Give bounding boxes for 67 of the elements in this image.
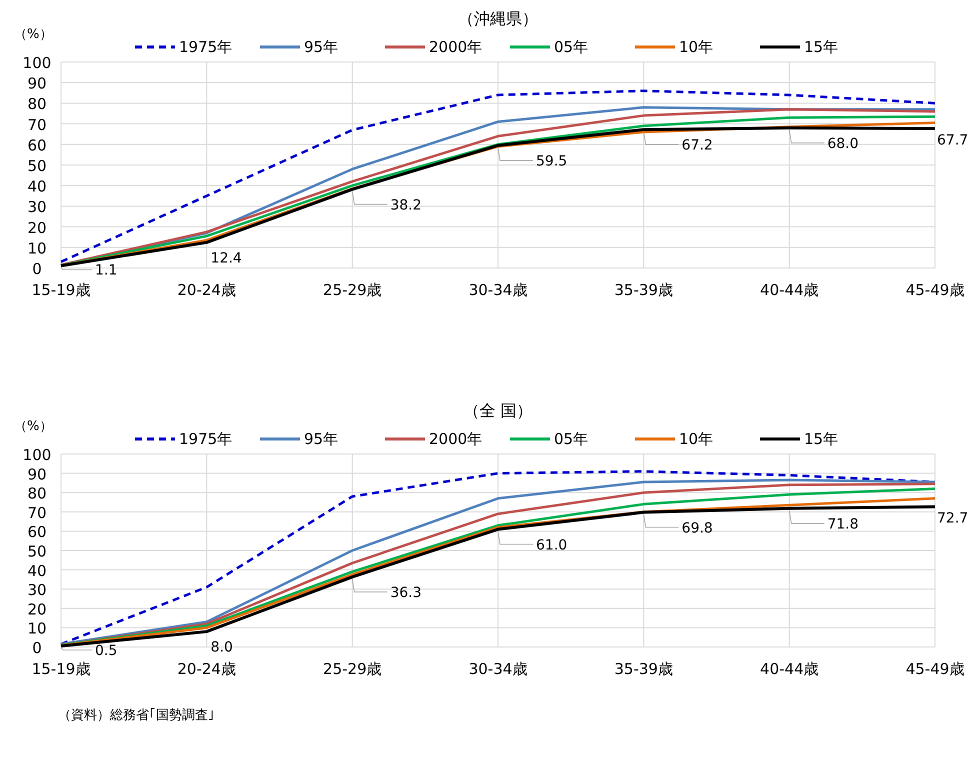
data-label: 59.5	[536, 153, 568, 170]
y-tick-label: 0	[32, 260, 42, 278]
x-tick-label: 45-49歳	[906, 281, 964, 299]
y-tick-label: 80	[27, 484, 47, 503]
data-label: 1.1	[95, 262, 118, 279]
y-tick-label: 70	[27, 116, 47, 134]
y-tick-label: 30	[27, 198, 47, 216]
y-axis-title: （%）	[14, 27, 52, 42]
data-label: 67.7	[937, 132, 968, 149]
y-tick-label: 60	[27, 523, 47, 542]
legend-label: 2000年	[429, 430, 482, 448]
text: （資料）総務省｢国勢調査｣	[58, 708, 215, 723]
x-tick-label: 35-39歳	[614, 281, 673, 299]
y-tick-label: 60	[27, 136, 47, 154]
data-label: 38.2	[390, 197, 422, 214]
legend-label: 10年	[679, 430, 714, 448]
x-tick-label: 15-19歳	[32, 660, 90, 678]
data-label: 61.0	[536, 537, 568, 554]
y-tick-label: 90	[27, 74, 47, 93]
y-tick-label: 100	[22, 446, 52, 464]
y-tick-label: 10	[27, 620, 47, 638]
legend-label: 95年	[304, 38, 338, 56]
legend-label: 05年	[554, 38, 588, 56]
x-tick-label: 25-29歳	[323, 281, 382, 299]
data-label: 72.7	[937, 510, 968, 527]
x-tick-label: 20-24歳	[177, 660, 236, 678]
data-label: 12.4	[210, 250, 242, 266]
x-tick-label: 35-39歳	[614, 660, 673, 678]
data-label: 36.3	[390, 584, 422, 601]
legend-label: 95年	[304, 430, 338, 448]
x-tick-label: 30-34歳	[468, 281, 528, 299]
y-tick-label: 20	[27, 218, 47, 237]
y-axis-title: （%）	[14, 419, 52, 434]
y-tick-label: 40	[27, 178, 47, 196]
x-tick-label: 30-34歳	[468, 660, 528, 678]
x-tick-label: 40-44歳	[760, 660, 819, 678]
chart-title: （沖縄県）	[458, 9, 538, 28]
x-tick-label: 40-44歳	[760, 281, 819, 299]
legend-label: 10年	[679, 38, 714, 56]
y-tick-label: 80	[27, 95, 47, 114]
y-tick-label: 0	[32, 639, 42, 657]
y-tick-label: 20	[27, 600, 47, 618]
legend-label: 15年	[804, 38, 838, 56]
data-label: 68.0	[827, 136, 859, 152]
x-tick-label: 20-24歳	[177, 281, 236, 299]
y-tick-label: 50	[27, 157, 47, 175]
data-label: 71.8	[827, 516, 859, 532]
data-label: 8.0	[210, 640, 233, 656]
legend-label: 2000年	[429, 38, 482, 56]
y-tick-label: 90	[27, 465, 47, 484]
y-tick-label: 40	[27, 562, 47, 580]
data-label: 69.8	[682, 520, 713, 536]
legend-label: 1975年	[179, 430, 232, 448]
legend-label: 05年	[554, 430, 588, 448]
legend-label: 1975年	[179, 38, 232, 56]
y-tick-label: 10	[27, 239, 47, 258]
y-tick-label: 100	[22, 54, 52, 72]
data-label: 0.5	[95, 643, 118, 660]
y-tick-label: 50	[27, 542, 47, 560]
x-tick-label: 25-29歳	[323, 660, 382, 678]
data-label: 67.2	[682, 138, 713, 154]
x-tick-label: 15-19歳	[32, 281, 90, 299]
x-tick-label: 45-49歳	[906, 660, 964, 678]
y-tick-label: 70	[27, 504, 47, 522]
legend-label: 15年	[804, 430, 838, 448]
y-tick-label: 30	[27, 581, 47, 600]
chart-title: （全 国）	[463, 401, 533, 420]
